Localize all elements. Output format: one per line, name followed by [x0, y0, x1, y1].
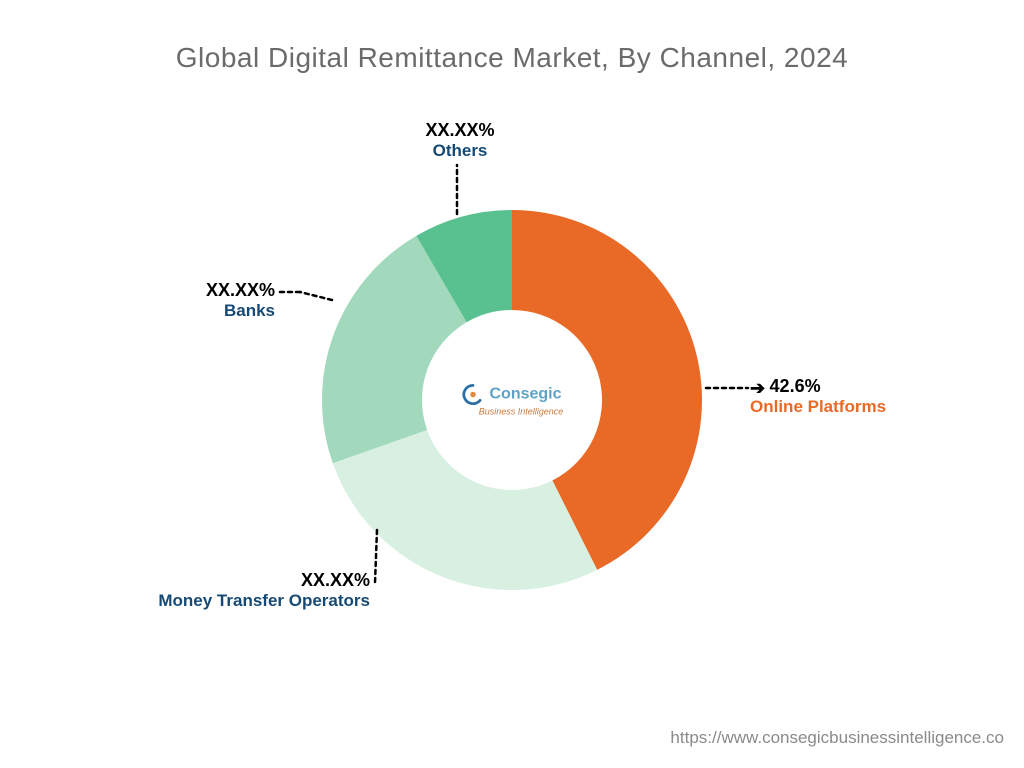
- callout-online-platforms: ➔ 42.6% Online Platforms: [750, 376, 886, 417]
- callout-others: XX.XX% Others: [400, 120, 520, 160]
- slice-money_transfer_ops: [333, 430, 597, 590]
- chart-title: Global Digital Remittance Market, By Cha…: [0, 42, 1024, 74]
- pct-money-transfer: XX.XX%: [125, 570, 370, 591]
- donut-svg: [322, 210, 702, 590]
- donut-chart: [322, 210, 702, 590]
- label-banks: Banks: [155, 301, 275, 321]
- chart-container: Global Digital Remittance Market, By Cha…: [0, 0, 1024, 768]
- label-money-transfer: Money Transfer Operators: [125, 591, 370, 611]
- label-others: Others: [400, 141, 520, 161]
- callout-banks: XX.XX% Banks: [155, 280, 275, 320]
- arrow-icon: ➔: [750, 378, 765, 398]
- callout-money-transfer: XX.XX% Money Transfer Operators: [125, 570, 370, 610]
- pct-others: XX.XX%: [400, 120, 520, 141]
- pct-banks: XX.XX%: [155, 280, 275, 301]
- pct-online-platforms: 42.6%: [770, 376, 821, 396]
- footer-url: https://www.consegicbusinessintelligence…: [670, 728, 1004, 748]
- label-online-platforms: Online Platforms: [750, 397, 886, 417]
